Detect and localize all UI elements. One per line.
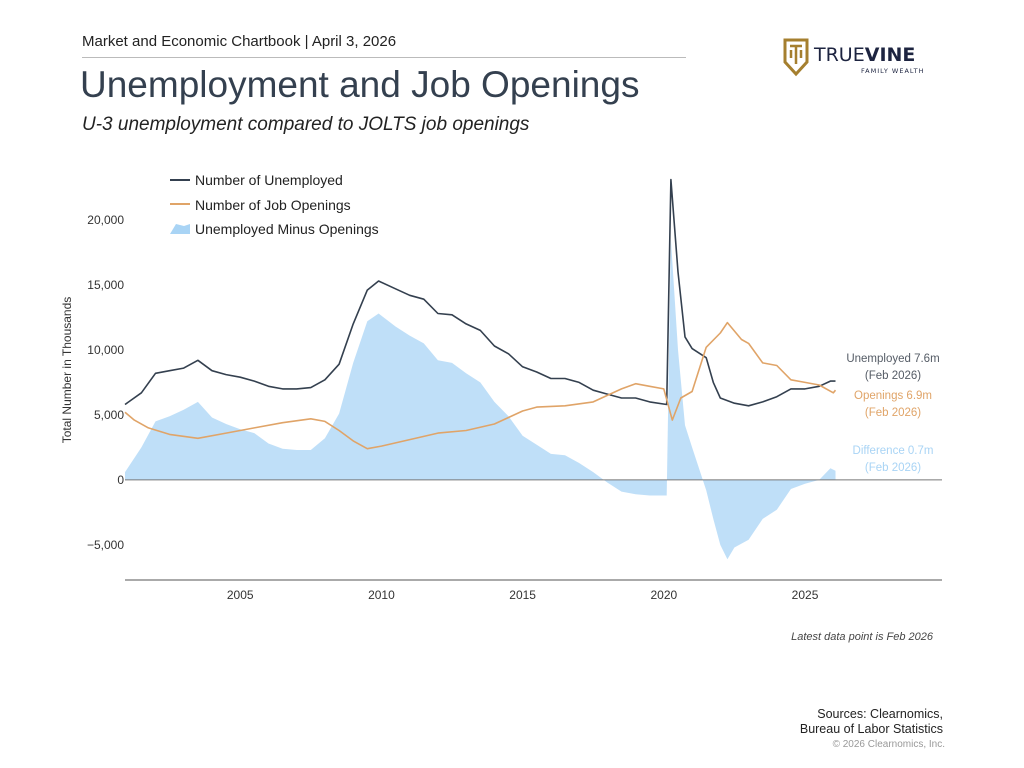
header-divider [82, 57, 686, 58]
sources: Sources: Clearnomics, Bureau of Labor St… [800, 707, 943, 737]
sources-line-1: Sources: Clearnomics, [817, 707, 943, 721]
legend: Number of Unemployed Number of Job Openi… [170, 172, 379, 237]
y-axis-label: Total Number in Thousands [60, 297, 74, 444]
annotation-openings-date: (Feb 2026) [865, 407, 921, 419]
truevine-logo: TRUEVINE FAMILY WEALTH [783, 38, 943, 78]
series-area-difference [125, 239, 836, 560]
page-title: Unemployment and Job Openings [80, 64, 640, 105]
series-line-openings [124, 321, 837, 450]
x-tick-label: 2025 [792, 588, 819, 602]
svg-text:FAMILY WEALTH: FAMILY WEALTH [861, 67, 924, 75]
legend-label-unemployed: Number of Unemployed [195, 172, 343, 188]
annotation-unemployed-date: (Feb 2026) [865, 370, 921, 382]
x-tick-label: 2015 [509, 588, 536, 602]
annotation-unemployed: Unemployed 7.6m [846, 353, 939, 365]
svg-text:TRUEVINE: TRUEVINE [813, 44, 915, 66]
legend-label-openings: Number of Job Openings [195, 197, 351, 213]
latest-data-note: Latest data point is Feb 2026 [791, 631, 933, 643]
sources-line-2: Bureau of Labor Statistics [799, 722, 943, 736]
legend-label-difference: Unemployed Minus Openings [195, 221, 379, 237]
x-tick-label: 2020 [650, 588, 677, 602]
copyright: © 2026 Clearnomics, Inc. [832, 739, 945, 750]
series-line-unemployed [124, 178, 836, 407]
y-tick-label: −5,000 [87, 538, 124, 552]
annotation-difference: Difference 0.7m [853, 445, 934, 457]
y-tick-label: 5,000 [94, 408, 124, 422]
x-tick-label: 2010 [368, 588, 395, 602]
y-tick-label: 10,000 [87, 343, 124, 357]
chartbook-header: Market and Economic Chartbook | April 3,… [82, 33, 397, 50]
legend-swatch-difference [170, 224, 190, 234]
y-tick-label: 15,000 [87, 278, 124, 292]
annotation-openings: Openings 6.9m [854, 390, 932, 402]
x-tick-label: 2005 [227, 588, 254, 602]
page-subtitle: U-3 unemployment compared to JOLTS job o… [82, 114, 530, 135]
y-tick-label: 0 [117, 473, 124, 487]
annotation-difference-date: (Feb 2026) [865, 462, 921, 474]
y-tick-label: 20,000 [87, 213, 124, 227]
